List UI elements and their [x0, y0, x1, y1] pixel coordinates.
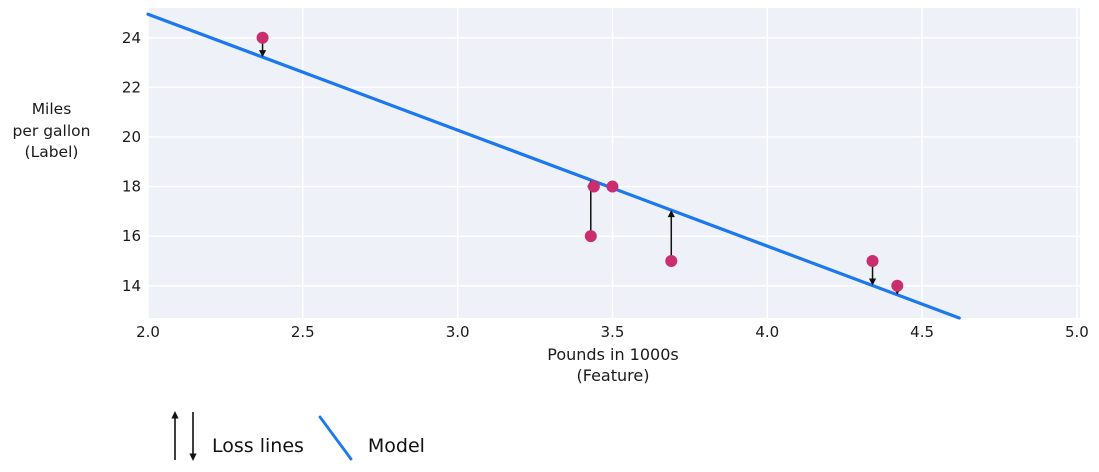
data-point: [606, 180, 619, 193]
x-tick-label: 4.5: [910, 323, 934, 341]
legend-label-model: Model: [367, 435, 425, 457]
loss-line-arrowhead: [667, 210, 675, 218]
data-point: [256, 31, 269, 44]
y-axis-title: Miles per gallon (Label): [12, 100, 91, 161]
loss-line-arrowhead: [258, 50, 267, 58]
legend-label-loss-lines: Loss lines: [212, 435, 304, 457]
y-tick-label: 14: [122, 277, 141, 295]
x-tick-label: 3.5: [601, 323, 625, 341]
model-legend-icon: [318, 415, 353, 461]
y-tick-label: 18: [122, 178, 141, 196]
x-tick-label: 2.5: [291, 323, 315, 341]
down-arrow-icon: [189, 412, 197, 461]
loss-line-arrowhead: [868, 278, 877, 286]
data-point: [587, 180, 600, 193]
x-tick-label: 5.0: [1065, 323, 1089, 341]
up-arrow-icon: [171, 411, 179, 460]
y-tick-label: 20: [122, 128, 141, 146]
y-tick-label: 16: [122, 227, 141, 245]
x-tick-label: 4.0: [755, 323, 779, 341]
data-point: [866, 254, 879, 267]
x-axis-title: Pounds in 1000s (Feature): [547, 345, 679, 385]
chart-plot-area: 2.0 2.5 3.0 3.5 4.0 4.5 5.0 14 16 18 20 22 24: [122, 8, 1089, 341]
x-tick-label: 2.0: [136, 323, 160, 341]
data-point: [665, 254, 678, 267]
data-point: [584, 230, 597, 243]
x-tick-label: 3.0: [446, 323, 470, 341]
model-line: [146, 12, 961, 320]
y-tick-label: 22: [122, 78, 141, 96]
data-point: [891, 279, 904, 292]
plot-background: [148, 8, 1080, 318]
loss-lines-legend-icon: [171, 411, 197, 461]
y-tick-label: 24: [122, 29, 141, 47]
chart-legend: Loss lines Model: [160, 408, 425, 462]
